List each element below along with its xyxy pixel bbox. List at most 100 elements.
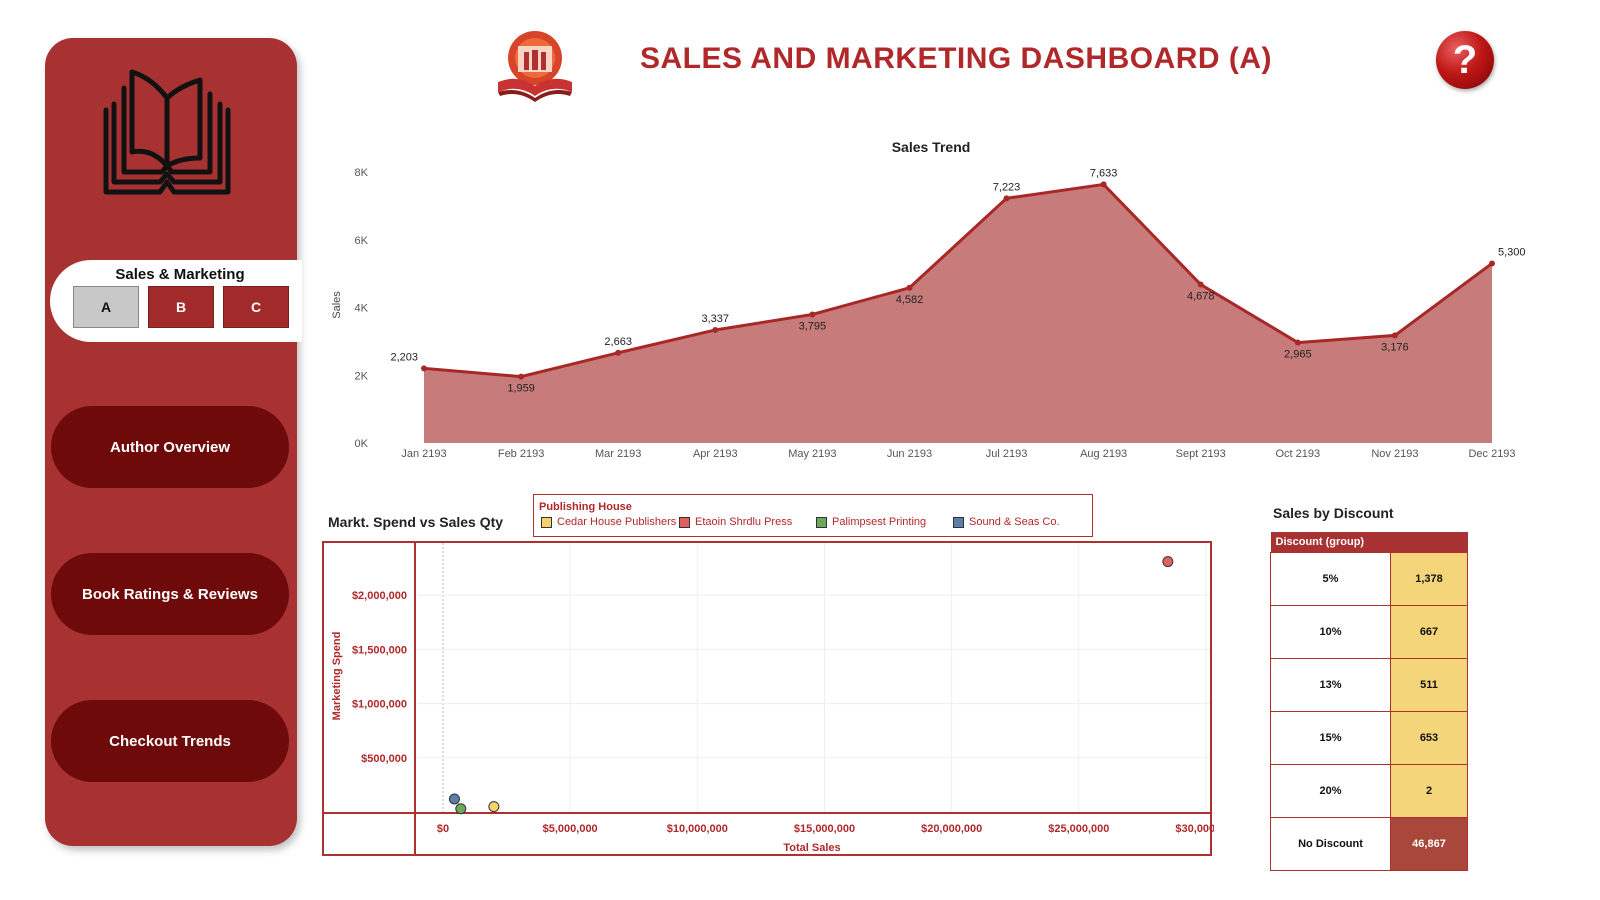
scatter-ylabel: Marketing Spend xyxy=(331,632,343,721)
sales-trend-ylabel: Sales xyxy=(331,291,343,319)
sales-point[interactable] xyxy=(1100,181,1107,188)
sales-data-label: 4,582 xyxy=(896,294,924,306)
x-tick-label: $10,000,000 xyxy=(667,823,728,835)
nav-checkout-trends[interactable]: Checkout Trends xyxy=(51,700,289,782)
sales-trend-title: Sales Trend xyxy=(892,139,971,155)
sales-data-label: 3,795 xyxy=(799,320,827,332)
sales-area xyxy=(424,184,1492,443)
discount-value: 46,867 xyxy=(1390,817,1468,871)
sales-point[interactable] xyxy=(1391,332,1398,339)
discount-value: 667 xyxy=(1390,605,1468,659)
sales-data-label: 7,633 xyxy=(1090,167,1118,179)
legend-swatch xyxy=(953,516,964,528)
sales-data-label: 2,203 xyxy=(390,351,418,363)
help-question-icon: ? xyxy=(1452,37,1478,82)
discount-label: 10% xyxy=(1270,605,1391,659)
table-row[interactable]: No Discount 46,867 xyxy=(1270,817,1468,871)
sales-point[interactable] xyxy=(615,349,622,356)
variant-b-button[interactable]: B xyxy=(148,286,214,328)
sales-point[interactable] xyxy=(1197,281,1204,288)
legend-item-sound-seas[interactable]: Sound & Seas Co. xyxy=(953,516,1060,528)
sales-data-label: 3,337 xyxy=(702,313,730,325)
table-row[interactable]: 20% 2 xyxy=(1270,764,1468,818)
scatter-point[interactable] xyxy=(448,793,460,805)
sales-point[interactable] xyxy=(809,311,816,318)
table-row[interactable]: 15% 653 xyxy=(1270,711,1468,765)
discount-value: 1,378 xyxy=(1390,552,1468,606)
sales-data-label: 2,663 xyxy=(604,336,632,348)
legend-item-palimpsest[interactable]: Palimpsest Printing xyxy=(816,516,926,528)
legend-label: Palimpsest Printing xyxy=(832,516,927,528)
y-tick-label: 6K xyxy=(355,235,369,247)
spend-vs-sales-scatter: $500,000 $1,000,000 $1,500,000 $2,000,000 $… xyxy=(322,541,1214,856)
sales-data-label: 7,223 xyxy=(993,181,1021,193)
x-tick-label: May 2193 xyxy=(788,448,836,460)
legend-item-cedar[interactable]: Cedar House Publishers xyxy=(541,516,676,528)
sales-data-label: 1,959 xyxy=(507,383,535,395)
table-row[interactable]: 10% 667 xyxy=(1270,605,1468,659)
nav-book-ratings-label: Book Ratings & Reviews xyxy=(82,585,258,603)
discount-value: 2 xyxy=(1390,764,1468,818)
sales-data-label: 4,678 xyxy=(1187,291,1215,303)
dashboard-title: SALES AND MARKETING DASHBOARD (A) xyxy=(640,42,1273,75)
sales-point[interactable] xyxy=(712,326,719,333)
sales-by-discount-title: Sales by Discount xyxy=(1273,505,1394,521)
scatter-point[interactable] xyxy=(1162,556,1174,568)
y-tick-label: $2,000,000 xyxy=(352,590,407,602)
y-tick-label: 8K xyxy=(355,167,369,179)
y-tick-label: $500,000 xyxy=(361,753,407,765)
discount-value: 511 xyxy=(1390,658,1468,712)
library-logo-icon xyxy=(498,31,572,102)
x-tick-label: Apr 2193 xyxy=(693,448,738,460)
sales-data-label: 3,176 xyxy=(1381,341,1409,353)
legend-label: Etaoin Shrdlu Press xyxy=(695,516,793,528)
discount-label: 20% xyxy=(1270,764,1391,818)
sales-point[interactable] xyxy=(1294,339,1301,346)
y-tick-label: 2K xyxy=(355,370,369,382)
x-tick-label: Mar 2193 xyxy=(595,448,641,460)
x-tick-label: Jul 2193 xyxy=(986,448,1028,460)
publishing-house-legend: Publishing House Cedar House Publishers … xyxy=(533,494,1093,537)
x-tick-label: Oct 2193 xyxy=(1275,448,1320,460)
discount-group-header: Discount (group) xyxy=(1270,532,1468,553)
open-book-icon xyxy=(103,69,231,195)
discount-label: 13% xyxy=(1270,658,1391,712)
x-tick-label: Jun 2193 xyxy=(887,448,932,460)
y-tick-label: $1,500,000 xyxy=(352,644,407,656)
variant-c-button[interactable]: C xyxy=(223,286,289,328)
x-tick-label: $0 xyxy=(437,823,449,835)
sales-point[interactable] xyxy=(1003,195,1010,202)
x-tick-label: Sept 2193 xyxy=(1176,448,1226,460)
sales-point[interactable] xyxy=(421,365,427,372)
x-tick-label: Nov 2193 xyxy=(1371,448,1418,460)
legend-swatch xyxy=(541,516,552,528)
sales-point[interactable] xyxy=(518,373,525,380)
nav-book-ratings-reviews[interactable]: Book Ratings & Reviews xyxy=(51,553,289,635)
sales-point[interactable] xyxy=(906,284,913,291)
legend-swatch xyxy=(679,516,690,528)
x-tick-label: Jan 2193 xyxy=(401,448,446,460)
legend-item-etaoin[interactable]: Etaoin Shrdlu Press xyxy=(679,516,792,528)
legend-title: Publishing House xyxy=(539,501,632,513)
scatter-point[interactable] xyxy=(488,801,500,813)
x-tick-label: Dec 2193 xyxy=(1468,448,1515,460)
table-row[interactable]: 13% 511 xyxy=(1270,658,1468,712)
help-button[interactable]: ? xyxy=(1436,31,1494,89)
discount-value: 653 xyxy=(1390,711,1468,765)
sales-point[interactable] xyxy=(1489,260,1495,267)
nav-checkout-trends-label: Checkout Trends xyxy=(109,732,231,750)
sales-data-label: 5,300 xyxy=(1498,246,1526,258)
sales-marketing-panel: Sales & Marketing A B C xyxy=(50,260,302,342)
x-tick-label: $20,000,000 xyxy=(921,823,982,835)
scatter-xlabel: Total Sales xyxy=(783,842,840,854)
table-row[interactable]: 5% 1,378 xyxy=(1270,552,1468,606)
y-tick-label: $1,000,000 xyxy=(352,699,407,711)
nav-author-overview-label: Author Overview xyxy=(109,438,231,456)
scatter-point[interactable] xyxy=(455,803,467,815)
sales-line xyxy=(423,182,1493,379)
x-tick-label: Feb 2193 xyxy=(498,448,544,460)
x-tick-label: Aug 2193 xyxy=(1080,448,1127,460)
sales-data-label: 2,965 xyxy=(1284,349,1312,361)
variant-a-button[interactable]: A xyxy=(73,286,139,328)
nav-author-overview[interactable]: Author Overview xyxy=(51,406,289,488)
